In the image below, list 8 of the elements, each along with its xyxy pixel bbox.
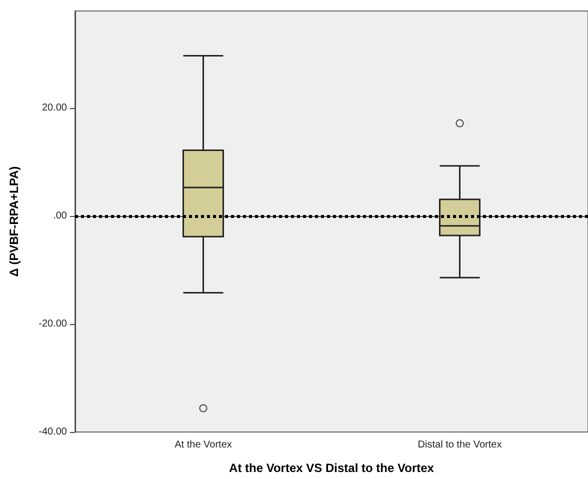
- y-tick-label: -40.00: [38, 426, 68, 438]
- x-tick-label: At the Vortex: [174, 440, 232, 450]
- x-axis-title: At the Vortex VS Distal to the Vortex: [229, 461, 434, 475]
- x-tick-label: Distal to the Vortex: [418, 440, 502, 450]
- y-axis-title: Δ (PVBF-RPA+LPA): [7, 166, 21, 277]
- y-tick-label: .00: [53, 210, 68, 222]
- y-tick-label: -20.00: [38, 318, 68, 330]
- y-tick-label: 20.00: [42, 102, 68, 114]
